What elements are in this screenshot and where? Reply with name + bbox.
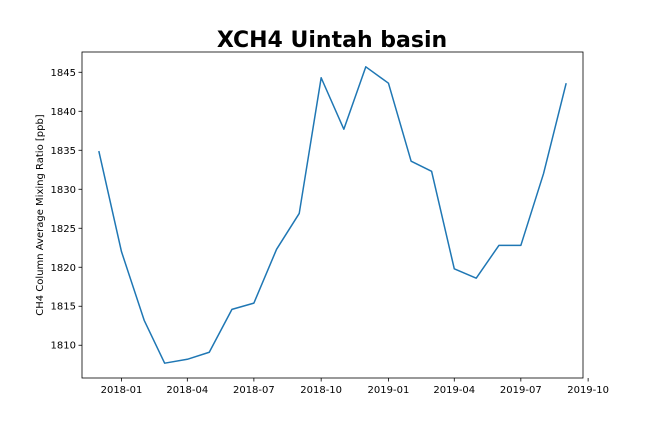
data-point xyxy=(120,250,123,253)
data-point xyxy=(320,76,323,79)
chart-title: XCH4 Uintah basin xyxy=(217,28,447,53)
data-point xyxy=(230,308,233,311)
x-tick-label: 2019-10 xyxy=(567,385,609,396)
data-point xyxy=(453,267,456,270)
data-point xyxy=(497,244,500,247)
data-point xyxy=(410,160,413,163)
x-tick-label: 2018-10 xyxy=(300,385,342,396)
data-point xyxy=(163,362,166,365)
data-point xyxy=(97,150,100,153)
data-point xyxy=(252,302,255,305)
data-point xyxy=(542,172,545,175)
x-tick-label: 2019-01 xyxy=(368,385,410,396)
data-point xyxy=(387,82,390,85)
data-point xyxy=(143,319,146,322)
y-axis-label: CH4 Column Average Mixing Ratio [ppb] xyxy=(35,114,46,316)
x-tick-label: 2018-07 xyxy=(233,385,275,396)
x-tick-label: 2019-04 xyxy=(433,385,475,396)
x-axis-ticks: 2018-01 2018-04 2018-07 2018-10 2019-01 2019-… xyxy=(101,378,609,396)
x-tick-label: 2018-04 xyxy=(166,385,208,396)
y-tick-label: 1815 xyxy=(51,302,76,313)
series-line xyxy=(98,66,567,364)
data-point xyxy=(364,65,367,68)
y-tick-label: 1830 xyxy=(51,185,76,196)
y-tick-label: 1825 xyxy=(51,224,76,235)
data-point xyxy=(565,82,568,85)
x-tick-label: 2018-01 xyxy=(101,385,143,396)
data-point xyxy=(298,212,301,215)
plot-area-frame xyxy=(81,51,584,379)
data-point xyxy=(430,170,433,173)
y-tick-label: 1840 xyxy=(51,107,76,118)
data-point xyxy=(342,128,345,131)
y-tick-label: 1820 xyxy=(51,263,76,274)
y-tick-label: 1845 xyxy=(51,68,76,79)
data-point xyxy=(186,358,189,361)
y-tick-label: 1835 xyxy=(51,146,76,157)
y-axis-ticks: 1810 1815 1820 1825 1830 1835 1840 1845 xyxy=(51,68,82,352)
data-point xyxy=(519,244,522,247)
data-point xyxy=(208,351,211,354)
x-tick-label: 2019-07 xyxy=(500,385,542,396)
data-point xyxy=(275,248,278,251)
y-tick-label: 1810 xyxy=(51,341,76,352)
series-layer xyxy=(97,65,568,365)
data-point xyxy=(475,277,478,280)
